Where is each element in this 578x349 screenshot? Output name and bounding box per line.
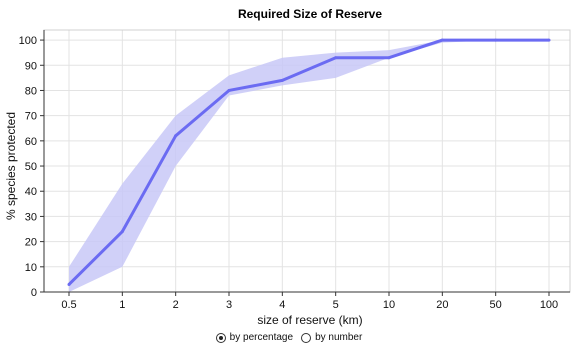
band-layer: [69, 40, 549, 293]
data-point: [440, 38, 444, 42]
x-tick-label: 4: [279, 299, 285, 311]
x-tick-label: 100: [540, 299, 558, 311]
y-tick-label: 20: [25, 237, 37, 249]
x-tick-labels: 0.5 1 2 3 4 5 10 20 50 100: [61, 299, 558, 311]
series-line: [67, 38, 549, 286]
by-percentage-radio[interactable]: [215, 332, 226, 343]
x-tick-label: 2: [173, 299, 179, 311]
y-tick-label: 100: [19, 35, 37, 47]
y-tick-labels: 0 10 20 30 40 50 60 70 80 90 100: [19, 35, 37, 299]
axis-layer: [40, 30, 570, 296]
y-tick-label: 80: [25, 85, 37, 97]
x-tick-label: 3: [226, 299, 232, 311]
y-tick-label: 50: [25, 161, 37, 173]
x-tick-label: 10: [383, 299, 395, 311]
line-layer: [67, 38, 551, 286]
y-tick-label: 10: [25, 262, 37, 274]
y-tick-label: 60: [25, 136, 37, 148]
by-percentage-label: by percentage: [229, 332, 294, 343]
x-tick-label: 5: [333, 299, 339, 311]
data-point: [280, 78, 284, 82]
chart-title: Required Size of Reserve: [238, 7, 382, 21]
by-number-radio[interactable]: [301, 332, 312, 343]
x-axis-label: size of reserve (km): [257, 313, 362, 327]
x-tick-label: 0.5: [61, 299, 76, 311]
x-tick-label: 1: [119, 299, 125, 311]
x-tick-label: 20: [436, 299, 448, 311]
data-point: [174, 134, 178, 138]
y-axis-label: % species protected: [4, 112, 18, 220]
by-number-label: by number: [315, 332, 363, 343]
confidence-band: [69, 40, 549, 293]
y-tick-label: 90: [25, 60, 37, 72]
data-point: [120, 230, 124, 234]
y-tick-label: 30: [25, 211, 37, 223]
data-point: [547, 38, 551, 42]
y-tick-label: 40: [25, 186, 37, 198]
data-point: [227, 88, 231, 92]
y-tick-label: 0: [31, 287, 37, 299]
data-point: [334, 56, 338, 60]
data-point: [494, 38, 498, 42]
by-percentage-option[interactable]: by percentage: [215, 332, 294, 343]
data-point: [387, 56, 391, 60]
chart-svg: Required Size of Reserve 0 10 20 30 40 50 60 70…: [4, 7, 571, 327]
x-tick-label: 50: [490, 299, 502, 311]
view-mode-controls: by percentage by number: [0, 332, 578, 343]
by-number-option[interactable]: by number: [301, 332, 362, 343]
data-point: [67, 282, 71, 286]
y-tick-label: 70: [25, 111, 37, 123]
